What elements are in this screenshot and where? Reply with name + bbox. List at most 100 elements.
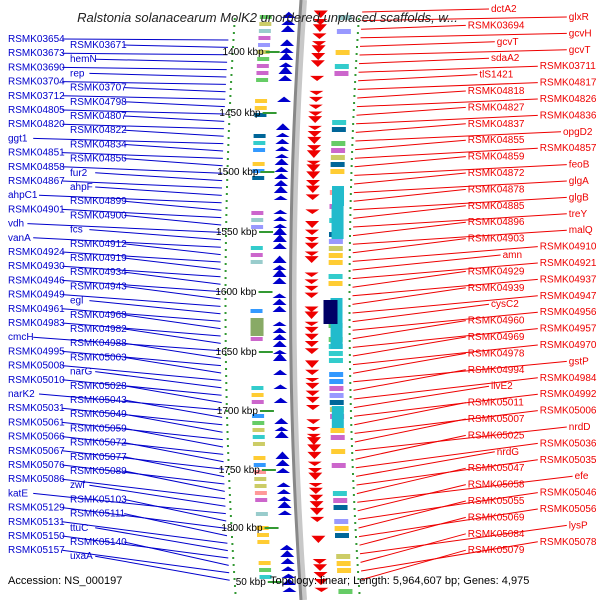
right-gene-label[interactable]: RSMK04978	[468, 348, 525, 359]
right-gene-label[interactable]: gcvT	[569, 45, 591, 56]
right-gene-label[interactable]: amn	[503, 250, 522, 261]
left-gene-label[interactable]: RSMK05131	[8, 517, 65, 528]
left-gene-label[interactable]: uxaA	[70, 551, 93, 562]
right-gene-label[interactable]: sdaA2	[491, 53, 520, 64]
left-gene-label[interactable]: RSMK05089	[70, 466, 127, 477]
left-gene-label[interactable]: RSMK04934	[70, 267, 127, 278]
right-gene-label[interactable]: RSMK05084	[468, 529, 525, 540]
right-gene-label[interactable]: RSMK05069	[468, 512, 525, 523]
right-gene-label[interactable]: gcvH	[569, 28, 592, 39]
right-gene-label[interactable]: glgB	[569, 192, 589, 203]
left-gene-label[interactable]: RSMK05076	[8, 460, 65, 471]
right-gene-label[interactable]: RSMK05036	[540, 438, 597, 449]
right-gene-label[interactable]: RSMK05079	[468, 545, 525, 556]
left-gene-label[interactable]: RSMK05059	[70, 423, 127, 434]
right-gene-label[interactable]: gcvT	[497, 37, 519, 48]
gene-labels[interactable]: RSMK03654 RSMK03671 RSMK03673 hemN RSMK03690…	[8, 4, 597, 562]
right-gene-label[interactable]: RSMK05046	[540, 488, 597, 499]
left-gene-label[interactable]: narK2	[8, 389, 35, 400]
right-gene-label[interactable]: cysC2	[491, 299, 519, 310]
left-gene-label[interactable]: RSMK03654	[8, 34, 65, 45]
right-gene-label[interactable]: tlS1421	[479, 70, 513, 81]
right-gene-label[interactable]: efe	[575, 471, 589, 482]
left-gene-label[interactable]: RSMK05111	[70, 509, 126, 520]
right-gene-label[interactable]: RSMK05025	[468, 430, 525, 441]
left-gene-label[interactable]: RSMK04949	[8, 290, 65, 301]
right-gene-label[interactable]: RSMK04970	[540, 340, 597, 351]
left-gene-label[interactable]: RSMK04943	[70, 281, 127, 292]
left-gene-label[interactable]: RSMK03712	[8, 91, 65, 102]
left-gene-label[interactable]: fcs	[70, 225, 83, 236]
left-gene-label[interactable]: RSMK05008	[8, 361, 65, 372]
right-gene-label[interactable]: RSMK04937	[540, 274, 597, 285]
left-gene-label[interactable]: RSMK05003	[70, 352, 127, 363]
right-gene-label[interactable]: RSMK04817	[540, 78, 597, 89]
left-gene-label[interactable]: RSMK04924	[8, 247, 65, 258]
left-gene-label[interactable]: RSMK04946	[8, 275, 65, 286]
right-gene-label[interactable]: glgA	[569, 176, 589, 187]
left-gene-label[interactable]: RSMK04982	[70, 324, 127, 335]
right-gene-label[interactable]: RSMK04984	[540, 373, 597, 384]
left-gene-label[interactable]: zwf	[70, 480, 85, 491]
left-gene-label[interactable]: RSMK04805	[8, 105, 65, 116]
left-gene-label[interactable]: RSMK03707	[70, 83, 127, 94]
right-gene-label[interactable]: RSMK04818	[468, 86, 525, 97]
left-gene-label[interactable]: RSMK05157	[8, 545, 65, 556]
left-gene-label[interactable]: RSMK04930	[8, 261, 65, 272]
left-gene-label[interactable]: RSMK05103	[70, 494, 127, 505]
right-gene-label[interactable]: RSMK05035	[540, 455, 597, 466]
left-gene-label[interactable]: RSMK04995	[8, 346, 65, 357]
right-gene-label[interactable]: RSMK05047	[468, 463, 525, 474]
right-gene-label[interactable]: lysP	[569, 520, 588, 531]
right-gene-label[interactable]: RSMK04929	[468, 266, 525, 277]
right-gene-label[interactable]: glxR	[569, 12, 589, 23]
left-gene-label[interactable]: RSMK05049	[70, 409, 127, 420]
right-gene-label[interactable]: RSMK05078	[540, 537, 597, 548]
left-gene-label[interactable]: egl	[70, 296, 83, 307]
right-gene-label[interactable]: RSMK05011	[468, 398, 524, 409]
right-gene-label[interactable]: RSMK04872	[468, 168, 525, 179]
left-gene-label[interactable]: RSMK05061	[8, 417, 65, 428]
left-gene-label[interactable]: hemN	[70, 54, 97, 65]
right-gene-label[interactable]: nrdD	[569, 422, 591, 433]
right-gene-label[interactable]: RSMK04960	[468, 316, 525, 327]
left-gene-label[interactable]: ggt1	[8, 133, 28, 144]
left-gene-label[interactable]: katE	[8, 488, 28, 499]
right-gene-label[interactable]: RSMK04994	[468, 365, 525, 376]
right-gene-label[interactable]: RSMK04969	[468, 332, 525, 343]
left-gene-label[interactable]: RSMK04919	[70, 253, 127, 264]
right-gene-label[interactable]: RSMK04837	[468, 119, 525, 130]
right-gene-label[interactable]: RSMK03711	[540, 61, 596, 72]
right-gene-label[interactable]: RSMK04910	[540, 242, 597, 253]
left-gene-label[interactable]: RSMK04858	[8, 162, 65, 173]
left-gene-label[interactable]: RSMK04798	[70, 97, 127, 108]
left-gene-label[interactable]: cmcH	[8, 332, 34, 343]
right-gene-label[interactable]: RSMK04855	[468, 135, 525, 146]
right-gene-label[interactable]: RSMK04957	[540, 324, 597, 335]
right-gene-label[interactable]: RSMK05006	[540, 406, 597, 417]
right-gene-label[interactable]: RSMK04903	[468, 234, 525, 245]
left-gene-label[interactable]: rep	[70, 68, 85, 79]
right-gene-label[interactable]: RSMK04939	[468, 283, 525, 294]
right-gene-label[interactable]: nrdG	[497, 447, 519, 458]
left-gene-label[interactable]: RSMK04983	[8, 318, 65, 329]
left-gene-label[interactable]: RSMK05028	[70, 381, 127, 392]
left-gene-label[interactable]: RSMK05010	[8, 375, 65, 386]
right-gene-label[interactable]: gstP	[569, 356, 589, 367]
left-gene-label[interactable]: RSMK05043	[70, 395, 127, 406]
left-gene-label[interactable]: RSMK04912	[70, 239, 127, 250]
left-gene-label[interactable]: fur2	[70, 168, 88, 179]
left-gene-label[interactable]: RSMK04834	[70, 139, 127, 150]
left-gene-label[interactable]: vdh	[8, 219, 24, 230]
left-gene-label[interactable]: RSMK03690	[8, 62, 65, 73]
left-gene-label[interactable]: narG	[70, 367, 92, 378]
left-gene-label[interactable]: RSMK05066	[8, 432, 65, 443]
right-gene-label[interactable]: RSMK04896	[468, 217, 525, 228]
left-gene-label[interactable]: RSMK03704	[8, 77, 65, 88]
right-gene-label[interactable]: RSMK04826	[540, 94, 597, 105]
left-gene-label[interactable]: RSMK04988	[70, 338, 127, 349]
left-gene-label[interactable]: RSMK05086	[8, 474, 65, 485]
right-gene-label[interactable]: RSMK04947	[540, 291, 597, 302]
right-gene-label[interactable]: feoB	[569, 160, 590, 171]
right-gene-label[interactable]: malQ	[569, 225, 593, 236]
